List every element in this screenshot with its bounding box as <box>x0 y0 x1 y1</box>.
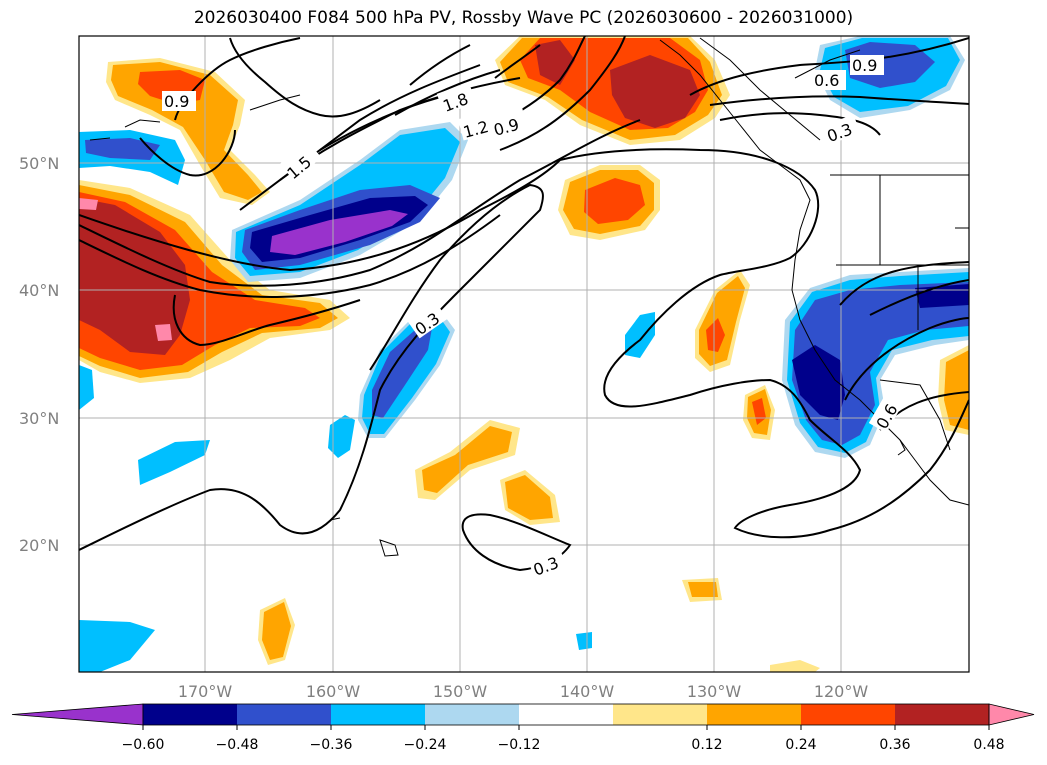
colorbar-segment <box>237 704 332 725</box>
lon-label: 130°W <box>687 682 742 701</box>
pv-contours <box>79 36 969 572</box>
lon-label: 160°W <box>306 682 361 701</box>
contour-label: 0.6 <box>814 71 839 90</box>
colorbar-tick-label: −0.36 <box>310 737 353 753</box>
colorbar-tick-label: −0.24 <box>404 737 447 753</box>
map-frame <box>78 35 970 673</box>
pv-anomaly-positive-alaska <box>610 55 700 128</box>
contour-label: 0.9 <box>164 92 189 111</box>
pv-anomaly-positive-small <box>422 426 512 493</box>
pv-anomaly-positive-west <box>155 324 172 341</box>
colorbar-tick-label: −0.48 <box>216 737 259 753</box>
latitude-labels: 50°N 40°N 30°N 20°N <box>19 154 59 555</box>
colorbar-tick-label: 0.12 <box>691 737 722 753</box>
longitude-labels: 170°W 160°W 150°W 140°W 130°W 120°W <box>178 682 869 701</box>
lat-label: 40°N <box>19 281 59 300</box>
colorbar-tick-label: 0.48 <box>973 737 1004 753</box>
colorbar-segment <box>331 704 426 725</box>
colorbar-frame <box>142 703 990 726</box>
pv-anomaly-positive-central <box>584 178 645 224</box>
lon-label: 170°W <box>178 682 233 701</box>
pv-anomaly-positive-west <box>79 198 190 355</box>
pv-anomaly-positive-west <box>79 198 98 210</box>
pv-anomaly-negative-subtropical <box>372 328 432 418</box>
pv-anomaly-positive-small <box>262 602 291 660</box>
lat-label: 30°N <box>19 409 59 428</box>
colorbar-segment <box>895 704 990 725</box>
colorbar-extension-high <box>988 703 1035 726</box>
colorbar-tick-label: 0.24 <box>785 737 816 753</box>
coastlines <box>89 37 969 557</box>
pv-anomaly-negative-small <box>79 365 94 410</box>
pv-anomaly-negative-small <box>138 440 210 485</box>
colorbar-segment <box>143 704 238 725</box>
pv-anomaly-positive-small <box>505 475 553 520</box>
lon-label: 120°W <box>814 682 869 701</box>
pv-anomaly-negative-uswest <box>792 345 845 420</box>
lat-label: 20°N <box>19 536 59 555</box>
pv-anomaly-positive-small <box>706 318 725 352</box>
lon-label: 150°W <box>433 682 488 701</box>
colorbar-segment <box>425 704 520 725</box>
pv-anomaly-positive-small <box>770 660 820 672</box>
colorbar-tick-label: −0.60 <box>122 737 165 753</box>
lat-label: 50°N <box>19 154 59 173</box>
colorbar: −0.60 −0.48 −0.36 −0.24 −0.12 0.12 0.24 0.36 0.4… <box>11 703 1035 753</box>
pv-anomaly-negative-nw <box>85 138 160 160</box>
pv-anomaly-negative-uswest <box>915 284 969 308</box>
pv-anomaly-positive-nw <box>111 62 262 200</box>
pv-anomaly-negative-jet <box>270 210 408 255</box>
colorbar-tick-label: −0.12 <box>498 737 541 753</box>
map-title: 2026030400 F084 500 hPa PV, Rossby Wave … <box>193 8 854 28</box>
colorbar-segment <box>707 704 802 725</box>
pv-anomaly-negative-small <box>79 620 155 672</box>
colorbar-segment <box>519 704 614 725</box>
colorbar-tick-label: 0.36 <box>879 737 910 753</box>
contour-label: 0.9 <box>852 56 877 75</box>
pv-anomaly-positive-small <box>944 350 969 430</box>
pv-anomaly-negative-small <box>328 415 355 458</box>
colorbar-segment <box>801 704 896 725</box>
colorbar-segment <box>613 704 708 725</box>
pv-anomaly-negative-small <box>576 632 592 650</box>
map-plot-area: 0.9 1.5 1.8 1.2 0.9 0.6 0.9 0.3 0.3 0.3 … <box>79 36 969 672</box>
pv-anomaly-positive-small <box>688 582 718 597</box>
colorbar-extension-low <box>11 703 144 726</box>
lon-label: 140°W <box>560 682 615 701</box>
